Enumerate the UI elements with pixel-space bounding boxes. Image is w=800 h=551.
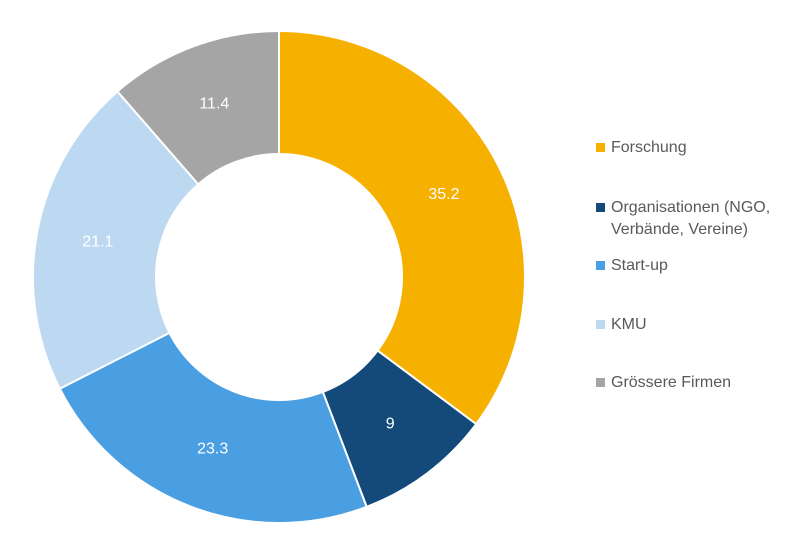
chart-legend: Forschung Organisationen (NGO, Verbände,… — [596, 0, 800, 551]
donut-slice-labels: 35.2 9 23.3 21.1 11.4 — [82, 96, 459, 458]
legend-swatch-organisationen — [596, 203, 605, 212]
legend-label-groessere-firmen: Grössere Firmen — [611, 374, 732, 391]
slice-label-kmu: 21.1 — [82, 233, 113, 250]
slice-label-organisationen: 9 — [386, 416, 395, 433]
legend-swatch-groessere-firmen — [596, 378, 605, 387]
legend-label-forschung: Forschung — [611, 139, 687, 156]
donut-slices — [32, 29, 526, 524]
legend-item-kmu: KMU — [596, 314, 800, 336]
legend-item-start-up: Start-up — [596, 255, 800, 277]
slice-groessere-firmen — [116, 29, 280, 186]
slice-label-start-up: 23.3 — [197, 441, 228, 458]
legend-label-start-up: Start-up — [611, 257, 668, 274]
legend-item-forschung: Forschung — [596, 137, 800, 159]
legend-label-organisationen: Organisationen (NGO, Verbände, Vereine) — [611, 199, 771, 238]
legend-swatch-kmu — [596, 320, 605, 329]
legend-item-groessere-firmen: Grössere Firmen — [596, 372, 800, 394]
slice-forschung — [278, 29, 526, 426]
slice-label-groessere-firmen: 11.4 — [199, 96, 229, 113]
slice-kmu — [32, 90, 200, 391]
legend-label-kmu: KMU — [611, 316, 647, 333]
slice-label-forschung: 35.2 — [428, 186, 459, 203]
legend-item-organisationen: Organisationen (NGO, Verbände, Vereine) — [596, 197, 800, 241]
slice-start-up — [58, 331, 368, 524]
legend-swatch-forschung — [596, 143, 605, 152]
donut-chart: 35.2 9 23.3 21.1 11.4 — [32, 29, 526, 524]
legend-swatch-start-up — [596, 261, 605, 270]
